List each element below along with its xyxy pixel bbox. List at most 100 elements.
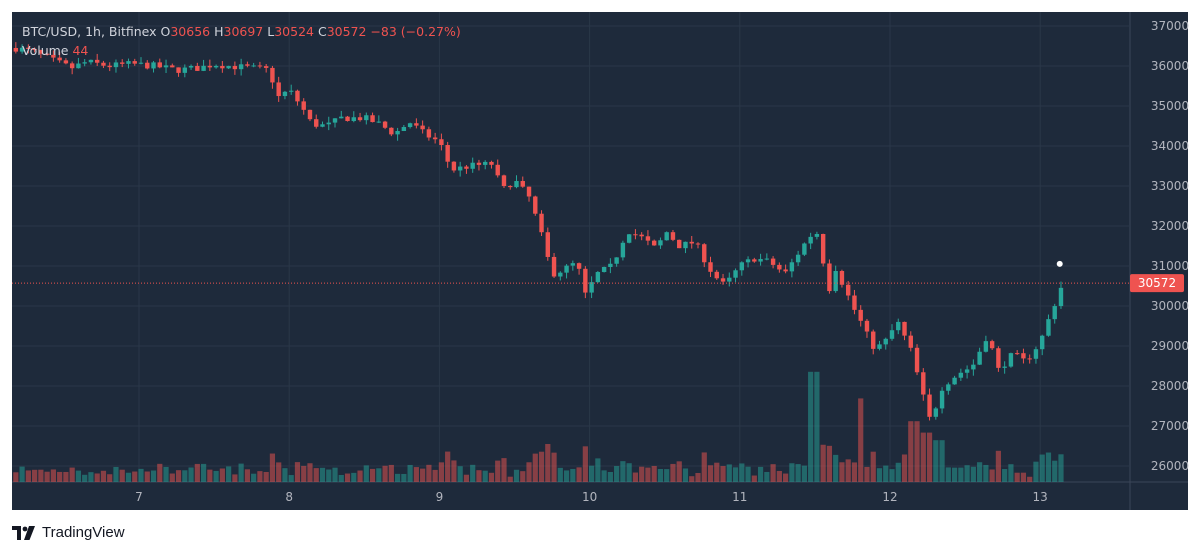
time-tick-label: 8 — [285, 490, 293, 504]
candle-body — [1052, 306, 1057, 320]
volume-bar — [789, 463, 795, 482]
candle-body — [558, 272, 563, 277]
volume-bar — [438, 462, 445, 482]
volume-bar — [32, 469, 38, 482]
volume-bar — [945, 467, 951, 482]
candle-body — [270, 67, 275, 83]
volume-bar — [257, 471, 263, 482]
candle-body — [401, 127, 407, 131]
candle-body — [996, 348, 1001, 368]
time-axis-labels: 7 8 9 10 11 12 13 — [135, 490, 1048, 504]
candle-body — [76, 63, 81, 69]
volume-bar — [851, 462, 858, 482]
volume-bar — [44, 471, 50, 482]
volume-bar — [88, 472, 94, 482]
candle-body — [414, 123, 419, 126]
volume-bar — [801, 465, 807, 482]
change-value: −83 (−0.27%) — [370, 24, 461, 39]
candle-body — [1014, 353, 1020, 355]
volume-bar — [94, 473, 100, 482]
candle-body — [664, 232, 669, 241]
candle-body — [551, 256, 557, 277]
high-value: 30697 — [223, 24, 264, 39]
volume-bar — [376, 468, 382, 482]
volume-bar — [1002, 469, 1008, 482]
volume-bar — [382, 465, 388, 482]
candle-body — [432, 137, 438, 140]
volume-bar — [808, 371, 814, 482]
candle-body — [695, 243, 701, 245]
volume-bar — [814, 371, 820, 482]
volume-bar — [163, 466, 169, 482]
price-tick-label: 32000 — [1151, 219, 1189, 233]
candle-body — [57, 57, 62, 61]
volume-bar — [532, 453, 538, 482]
candle-body — [1046, 319, 1051, 336]
candle-body — [157, 62, 162, 68]
candle-body — [595, 272, 601, 283]
volume-bar — [563, 470, 570, 482]
candle-body — [545, 232, 550, 257]
volume-bar — [263, 471, 269, 482]
chart-background — [12, 12, 1130, 482]
volume-bar — [520, 471, 526, 482]
grid — [12, 12, 1130, 482]
candle-body — [908, 335, 913, 348]
volume-bar — [63, 471, 69, 482]
brand-name: TradingView — [42, 524, 125, 541]
volume-bar — [901, 454, 908, 482]
volume-bar — [783, 473, 789, 482]
candle-body — [683, 241, 688, 249]
candle-body — [357, 117, 363, 121]
price-tick-label: 28000 — [1151, 379, 1189, 393]
candle-body — [314, 119, 319, 127]
volume-bar — [770, 464, 776, 482]
volume-bar — [595, 458, 601, 482]
open-value: 30656 — [170, 24, 211, 39]
candle-body — [113, 62, 119, 68]
volume-bar — [388, 464, 394, 482]
open-label: O — [160, 24, 171, 39]
candle-body — [702, 244, 707, 263]
volume-bar — [589, 465, 595, 482]
candle-body — [351, 117, 356, 122]
candle-body — [914, 347, 920, 373]
volume-bar — [251, 473, 257, 482]
volume-bar — [632, 472, 639, 482]
candle-body — [952, 377, 957, 385]
time-tick-label: 13 — [1033, 490, 1048, 504]
volume-bar — [188, 467, 194, 482]
volume-bar — [138, 468, 144, 482]
ohlc-row: BTC/USD, 1h, Bitfinex O30656 H30697 L305… — [22, 22, 461, 41]
candle-body — [526, 186, 532, 197]
candle-body — [69, 63, 75, 69]
volume-bar — [695, 473, 701, 482]
volume-bar — [144, 471, 150, 482]
volume-bar — [488, 472, 495, 482]
volume-bar — [951, 467, 958, 482]
volume-bar — [826, 445, 833, 482]
candle-body — [939, 390, 945, 409]
volume-bar — [739, 463, 745, 482]
volume-bar — [958, 467, 964, 482]
volume-bar — [876, 468, 883, 482]
candle-body — [883, 338, 888, 345]
candle-body — [445, 145, 450, 162]
candle-body — [645, 236, 651, 241]
volume-bar — [764, 471, 770, 482]
candle-body — [1021, 353, 1026, 359]
candle-body — [933, 408, 939, 417]
candle-body — [88, 59, 94, 63]
candle-body — [201, 65, 206, 71]
volume-bar — [182, 470, 188, 482]
tradingview-brand[interactable]: TradingView — [12, 524, 125, 541]
candle-body — [1033, 349, 1039, 359]
candle-body — [533, 196, 538, 214]
close-value: 30572 — [326, 24, 367, 39]
volume-bar — [401, 473, 407, 482]
volume-bar — [670, 463, 676, 482]
time-tick-label: 9 — [436, 490, 444, 504]
volume-bar — [457, 466, 463, 482]
volume-bar — [870, 451, 876, 482]
